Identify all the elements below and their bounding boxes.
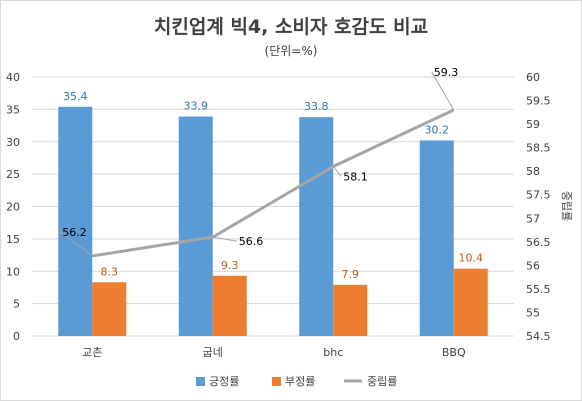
y2-tick-label: 60 — [526, 71, 540, 84]
data-label: 35.4 — [63, 90, 88, 103]
data-label: 33.9 — [184, 99, 209, 112]
y2-tick-label: 56.5 — [526, 236, 551, 249]
y-tick-label: 35 — [6, 103, 20, 116]
y2-axis-label: 중립률 — [560, 191, 573, 221]
data-labels: 35.4 8.3 33.9 9.3 33.8 7.9 30.2 10.4 56.2 56.6 58.… — [59, 66, 484, 281]
x-tick-label: 교촌 — [82, 346, 102, 359]
y2-tick-label: 57.5 — [526, 189, 551, 202]
bar-긍정률 — [58, 106, 93, 336]
bar-긍정률 — [299, 117, 334, 337]
legend: 긍정률 부정률 중립률 — [196, 375, 397, 388]
x-tick-label: BBQ — [442, 346, 466, 359]
bar-긍정률 — [419, 140, 454, 336]
data-label: 30.2 — [425, 123, 450, 136]
y2-tick-label: 59 — [526, 118, 540, 131]
data-label: 8.3 — [101, 265, 119, 278]
y2-tick-label: 57 — [526, 212, 540, 225]
data-label: 56.2 — [62, 226, 87, 239]
data-label: 56.6 — [239, 235, 264, 248]
y2-tick-label: 58.5 — [526, 142, 551, 155]
x-tick-label: 굽네 — [203, 346, 223, 359]
bar-부정률 — [212, 275, 247, 336]
y-tick-label: 15 — [6, 233, 20, 246]
line-중립률 — [92, 108, 455, 258]
legend-swatch — [272, 377, 281, 386]
leader-line — [332, 166, 342, 177]
x-axis-ticks: 교촌 굽네 bhc BBQ — [82, 346, 466, 359]
y2-tick-label: 59.5 — [526, 95, 551, 108]
bar-marks — [58, 106, 488, 337]
y-tick-label: 0 — [13, 330, 20, 343]
chart-subtitle: (단위=%) — [264, 44, 318, 58]
y2-axis-ticks: 54.5 55 55.5 56 56.5 57 57.5 58 58.5 59 59.5 60 — [526, 71, 551, 343]
y2-tick-label: 56 — [526, 259, 540, 272]
y-tick-label: 5 — [13, 298, 20, 311]
data-label: 10.4 — [459, 252, 484, 265]
data-label: 7.9 — [342, 268, 360, 281]
line-series — [92, 108, 455, 258]
y-tick-label: 10 — [6, 265, 20, 278]
legend-label: 부정률 — [285, 375, 315, 388]
legend-label: 긍정률 — [209, 375, 239, 388]
bar-부정률 — [453, 268, 488, 336]
legend-label: 중립률 — [367, 375, 397, 388]
leader-line — [59, 231, 93, 257]
leader-line — [431, 71, 455, 111]
bar-부정률 — [92, 282, 127, 336]
y-tick-label: 40 — [6, 71, 20, 84]
y2-axis-title: 중립률 — [560, 191, 573, 221]
bar-긍정률 — [178, 116, 213, 336]
y-tick-label: 30 — [6, 136, 20, 149]
y-axis-ticks: 0 5 10 15 20 25 30 35 40 — [6, 71, 20, 343]
y-tick-label: 20 — [6, 201, 20, 214]
legend-swatch — [196, 377, 205, 386]
y-tick-label: 25 — [6, 168, 20, 181]
leader-line — [212, 236, 237, 242]
x-tick-label: bhc — [323, 346, 343, 359]
data-label: 33.8 — [304, 100, 329, 113]
y2-tick-label: 55 — [526, 306, 540, 319]
data-label: 9.3 — [221, 259, 239, 272]
data-label: 58.1 — [343, 170, 368, 183]
y2-tick-label: 54.5 — [526, 330, 551, 343]
bar-부정률 — [333, 284, 368, 336]
y2-tick-label: 55.5 — [526, 283, 551, 296]
data-label: 59.3 — [434, 66, 459, 79]
chart-title: 치킨업계 빅4, 소비자 호감도 비교 — [153, 16, 429, 38]
y2-tick-label: 58 — [526, 165, 540, 178]
